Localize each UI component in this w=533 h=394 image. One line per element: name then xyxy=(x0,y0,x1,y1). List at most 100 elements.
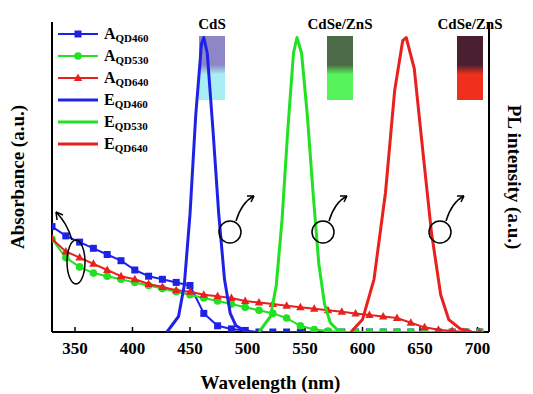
data-point xyxy=(310,326,318,332)
series-line xyxy=(167,38,248,333)
data-point xyxy=(407,318,415,326)
x-tick-label: 700 xyxy=(465,339,491,358)
callout-arrow xyxy=(236,196,254,221)
data-point xyxy=(145,273,152,280)
legend-marker xyxy=(75,31,82,38)
callout-circle xyxy=(429,221,451,243)
legend-marker xyxy=(74,74,82,82)
callout-arrowhead xyxy=(340,196,347,202)
y2-axis-title: PL intensity (a.u.) xyxy=(503,105,525,250)
legend-label: AQD640 xyxy=(104,69,149,88)
data-point xyxy=(283,314,291,322)
x-tick-label: 450 xyxy=(177,339,203,358)
data-point xyxy=(241,303,249,311)
data-point xyxy=(76,263,84,271)
data-point xyxy=(173,279,180,286)
legend-label: AQD530 xyxy=(104,47,149,66)
data-point xyxy=(434,325,442,332)
annotation: CdS xyxy=(198,16,226,32)
callout-arrowhead xyxy=(457,196,464,202)
data-point xyxy=(379,328,387,332)
vial-photo xyxy=(457,36,483,100)
annotation: CdSe/ZnS xyxy=(437,16,502,32)
legend-label: EQD530 xyxy=(104,113,148,132)
data-point xyxy=(62,232,69,239)
callout-arrow xyxy=(56,212,72,240)
data-point xyxy=(324,327,332,332)
data-point xyxy=(283,329,290,333)
data-point xyxy=(89,259,97,267)
data-point xyxy=(52,235,56,243)
data-point xyxy=(104,251,111,258)
data-point xyxy=(144,279,152,287)
data-point xyxy=(393,328,401,332)
callout-ellipse xyxy=(67,240,85,284)
callout-circle xyxy=(312,221,334,243)
data-point xyxy=(269,329,276,333)
data-point xyxy=(200,310,207,317)
data-point xyxy=(241,297,249,305)
data-point xyxy=(393,314,401,322)
data-point xyxy=(407,328,415,332)
x-tick-label: 350 xyxy=(62,339,88,358)
annotation: CdSe/ZnS xyxy=(307,16,372,32)
x-tick-label: 550 xyxy=(292,339,318,358)
data-point xyxy=(131,275,139,283)
data-point xyxy=(310,304,318,312)
legend-label: AQD460 xyxy=(104,25,149,44)
callout-arrowhead xyxy=(247,196,254,202)
data-point xyxy=(75,253,83,261)
data-point xyxy=(255,298,263,306)
legend-swatch xyxy=(58,121,98,124)
chart: 350400450500550600650700Wavelength (nm)A… xyxy=(0,0,533,394)
axes: 350400450500550600650700 xyxy=(52,22,490,358)
data-point xyxy=(351,309,359,317)
data-point xyxy=(118,257,125,264)
vial-photo xyxy=(327,36,353,100)
vial-photo xyxy=(199,36,225,100)
x-tick-label: 600 xyxy=(350,339,376,358)
y-axis-title: Absorbance (a.u.) xyxy=(7,105,29,249)
legend: AQD460AQD530AQD640EQD460EQD530EQD640 xyxy=(58,25,149,154)
x-tick xyxy=(132,327,134,332)
data-point xyxy=(365,310,373,318)
data-point xyxy=(379,312,387,320)
data-point xyxy=(380,329,387,333)
callout-arrow xyxy=(446,196,464,221)
data-point xyxy=(228,325,235,332)
y2-axis xyxy=(488,22,490,332)
data-point xyxy=(420,323,428,331)
data-point xyxy=(366,329,373,333)
data-point xyxy=(158,283,166,291)
x-tick-label: 500 xyxy=(235,339,261,358)
data-point xyxy=(448,327,456,332)
data-point xyxy=(366,328,374,332)
data-point xyxy=(117,272,125,280)
data-point xyxy=(52,235,56,243)
x-tick xyxy=(189,327,191,332)
plot-area xyxy=(52,38,484,333)
series-line xyxy=(52,239,480,332)
data-point xyxy=(255,307,263,315)
data-point xyxy=(131,267,138,274)
data-point xyxy=(296,303,304,311)
series-line xyxy=(52,239,480,332)
data-point xyxy=(297,322,305,330)
callout-arrowhead xyxy=(56,212,63,220)
data-point xyxy=(52,223,56,230)
legend-marker xyxy=(74,52,82,60)
data-point xyxy=(214,322,221,329)
data-point xyxy=(159,276,166,283)
y-axis xyxy=(51,22,53,332)
data-point xyxy=(103,272,111,280)
x-tick-label: 400 xyxy=(120,339,146,358)
data-point xyxy=(394,329,401,333)
legend-swatch xyxy=(58,143,98,146)
x-tick xyxy=(74,327,76,332)
data-point xyxy=(172,286,180,294)
data-point xyxy=(213,292,221,300)
legend-label: EQD460 xyxy=(104,91,148,110)
series-line xyxy=(351,38,472,333)
data-point xyxy=(407,329,414,333)
data-point xyxy=(90,245,97,252)
